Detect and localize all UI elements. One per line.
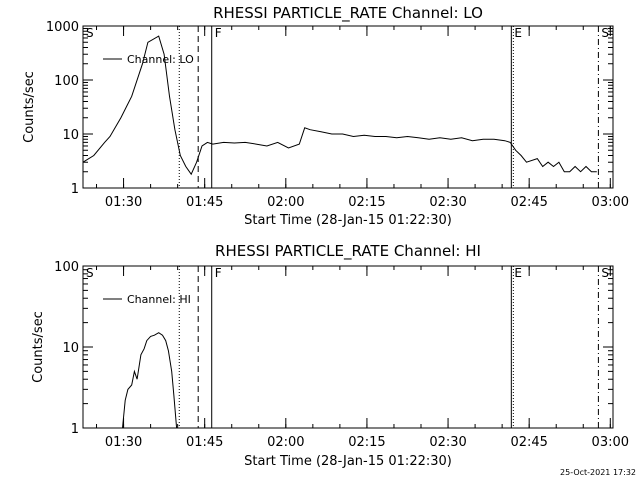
plot-frame [82, 265, 614, 429]
marker-label: F [215, 26, 222, 40]
chart-title: RHESSI PARTICLE_RATE Channel: HI [215, 242, 481, 261]
x-tick-label: 03:00 [592, 435, 629, 450]
x-tick-label: 01:45 [186, 195, 223, 210]
y-tick-label: 1 [71, 422, 79, 437]
y-tick-label: 10 [62, 128, 79, 143]
x-tick-label: 02:15 [348, 435, 385, 450]
lo-channel-panel: RHESSI PARTICLE_RATE Channel: LO Counts/… [22, 4, 629, 228]
marker-label: F [215, 266, 222, 280]
x-tick-label: 02:45 [510, 435, 547, 450]
x-tick-label: 03:00 [592, 195, 629, 210]
chart-title: RHESSI PARTICLE_RATE Channel: LO [213, 4, 483, 23]
x-tick-label: 02:45 [510, 195, 547, 210]
marker-label: E [514, 26, 522, 40]
y-ticks: 1 10 100 1000 [46, 20, 613, 197]
series-group [122, 332, 178, 429]
y-axis-label: Counts/sec [31, 311, 46, 383]
x-tick-label: 01:30 [105, 435, 142, 450]
y-tick-label: 100 [54, 260, 79, 275]
footer-timestamp: 25-Oct-2021 17:32 [560, 468, 636, 477]
marker-label: S [601, 266, 609, 280]
y-tick-label: 10 [62, 341, 79, 356]
x-axis-label: Start Time (28-Jan-15 01:22:30) [244, 454, 452, 469]
marker-label: S [86, 266, 94, 280]
x-tick-label: 02:30 [429, 435, 466, 450]
y-axis-label: Counts/sec [22, 71, 37, 143]
x-tick-label: 02:30 [429, 195, 466, 210]
x-tick-label: 02:00 [267, 195, 304, 210]
series-line [82, 35, 597, 176]
series-group [82, 35, 597, 176]
y-ticks: 1 10 100 [54, 260, 613, 437]
y-tick-label: 1 [71, 182, 79, 197]
hi-channel-panel: RHESSI PARTICLE_RATE Channel: HI Counts/… [31, 242, 629, 469]
x-tick-label: 01:30 [105, 195, 142, 210]
legend-entry: Channel: HI [127, 293, 191, 306]
y-tick-label: 1000 [46, 20, 79, 35]
x-ticks: 01:30 01:45 02:00 02:15 02:30 02:45 03:00 [96, 266, 629, 450]
x-tick-label: 01:45 [186, 435, 223, 450]
x-axis-label: Start Time (28-Jan-15 01:22:30) [244, 213, 452, 228]
legend: Channel: HI [103, 293, 191, 306]
x-tick-label: 02:00 [267, 435, 304, 450]
marker-label: S [86, 26, 94, 40]
x-tick-label: 02:15 [348, 195, 385, 210]
x-ticks: 01:30 01:45 02:00 02:15 02:30 02:45 03:00 [96, 26, 629, 210]
legend: Channel: LO [103, 53, 194, 66]
legend-entry: Channel: LO [127, 53, 194, 66]
y-tick-label: 100 [54, 74, 79, 89]
marker-label: S [601, 26, 609, 40]
series-line [122, 332, 178, 429]
marker-label: E [514, 266, 522, 280]
